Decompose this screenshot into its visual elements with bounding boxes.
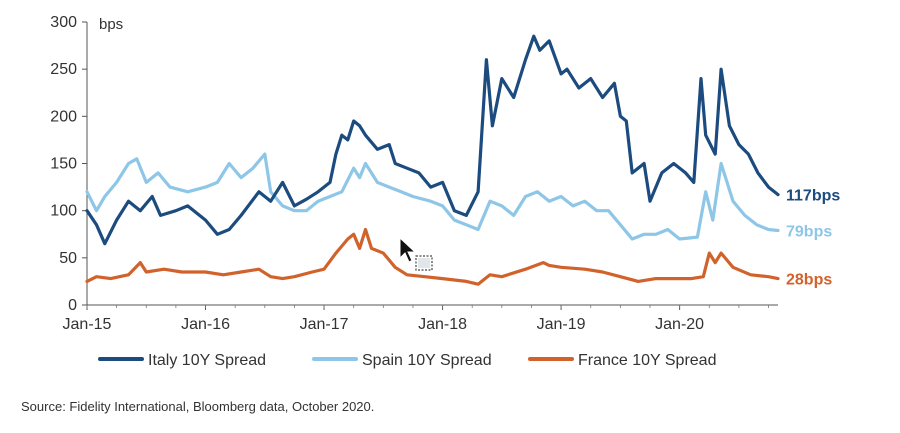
x-tick-label: Jan-16 [181, 316, 230, 333]
x-tick-label: Jan-20 [655, 316, 704, 333]
end-value-label: 117bps [786, 188, 840, 205]
series-line-italy [85, 34, 780, 246]
series-line-spain [85, 152, 780, 241]
chart-legend: Italy 10Y Spread Spain 10Y Spread France 1… [98, 352, 716, 369]
x-tick-label: Jan-18 [418, 316, 467, 333]
source-note: Source: Fidelity International, Bloomber… [21, 399, 375, 414]
legend-label: Italy 10Y Spread [148, 352, 266, 369]
end-value-label: 79bps [786, 223, 832, 240]
end-value-label: 28bps [786, 272, 832, 289]
chart-axes: 0 50 100 150 200 250 300 bps Jan-15 Jan-16 Jan-17 J… [50, 14, 778, 333]
mouse-cursor-icon [399, 236, 433, 271]
legend-label: Spain 10Y Spread [362, 352, 492, 369]
y-axis-unit-label: bps [99, 16, 123, 33]
series-line-france [85, 227, 780, 286]
y-tick-label: 100 [50, 203, 77, 220]
line-chart: 0 50 100 150 200 250 300 bps Jan-15 Jan-16 Jan-17 J… [50, 14, 840, 369]
y-tick-label: 0 [68, 297, 77, 314]
x-tick-label: Jan-17 [300, 316, 349, 333]
x-tick-label: Jan-15 [63, 316, 112, 333]
chart-series: 117bps 79bps 28bps [85, 34, 840, 289]
y-tick-label: 250 [50, 61, 77, 78]
y-tick-label: 150 [50, 156, 77, 173]
y-tick-label: 50 [59, 250, 77, 267]
x-tick-label: Jan-19 [537, 316, 586, 333]
legend-label: France 10Y Spread [578, 352, 716, 369]
y-tick-label: 300 [50, 14, 77, 31]
y-tick-label: 200 [50, 108, 77, 125]
